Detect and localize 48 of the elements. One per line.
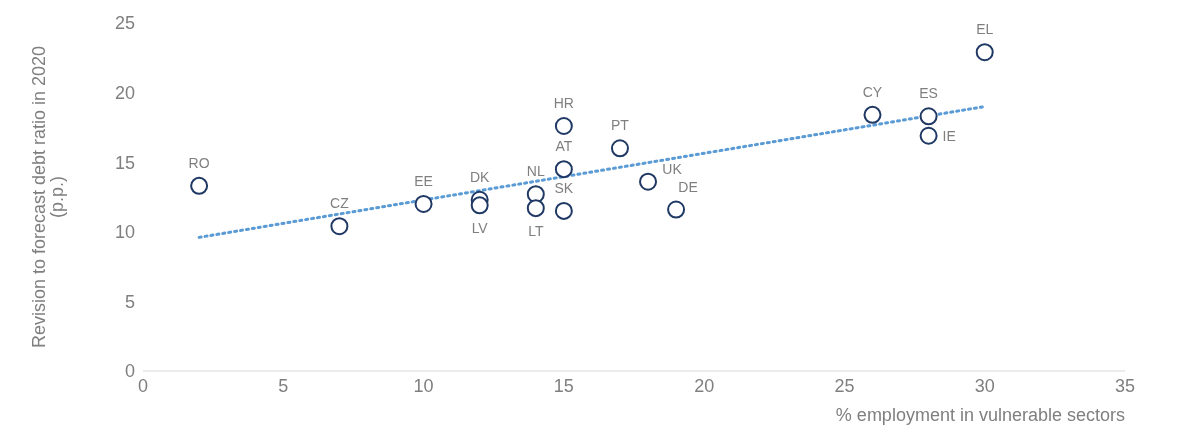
y-tick-label: 0 <box>124 361 135 382</box>
point <box>554 201 573 220</box>
point <box>667 200 686 219</box>
x-tick-label: 20 <box>694 375 715 396</box>
x-tick-label: 35 <box>1114 375 1136 396</box>
point <box>919 126 938 145</box>
point <box>610 139 629 158</box>
annotation: AT <box>555 138 573 155</box>
annotation: IE <box>942 127 956 144</box>
annotation: HR <box>553 95 574 112</box>
annotation: CZ <box>330 195 350 212</box>
point <box>414 194 433 213</box>
x-tick-label: 0 <box>137 375 149 396</box>
point <box>554 117 573 136</box>
annotation: SK <box>554 179 574 196</box>
annotation: DE <box>678 178 698 195</box>
annotation: EL <box>976 21 994 38</box>
point <box>330 217 349 236</box>
annotation: DK <box>469 168 491 185</box>
x-tick-label: 10 <box>413 375 434 396</box>
annotation: CY <box>862 83 883 100</box>
annotation: LV <box>471 220 489 237</box>
point <box>526 199 545 218</box>
annotation: NL <box>526 163 545 180</box>
y-tick-label: 10 <box>114 222 135 243</box>
annotation: LT <box>528 223 544 240</box>
y-tick-label: 25 <box>114 13 135 34</box>
point <box>470 196 489 215</box>
annotation: EE <box>414 172 433 189</box>
annotation: ES <box>919 85 938 102</box>
x-tick-label: 25 <box>834 375 855 396</box>
x-tick-label: 5 <box>278 375 289 396</box>
y-tick-label: 5 <box>124 291 135 312</box>
point <box>863 105 882 124</box>
x-tick-label: 30 <box>974 375 995 396</box>
annotation: PT <box>611 117 630 134</box>
point <box>639 172 658 191</box>
point <box>554 160 573 179</box>
y-tick-label: 15 <box>114 152 135 173</box>
y-axis-title: Revision to forecast debt ratio in 2020 (p.p.) <box>29 45 68 349</box>
annotation: UK <box>662 160 683 177</box>
annotation: RO <box>188 154 210 171</box>
point <box>919 107 938 126</box>
x-axis-title: % employment in vulnerable sectors <box>835 405 1125 425</box>
x-tick-label: 15 <box>553 375 574 396</box>
y-tick-label: 20 <box>114 82 135 103</box>
point <box>190 176 209 195</box>
point <box>975 43 994 62</box>
